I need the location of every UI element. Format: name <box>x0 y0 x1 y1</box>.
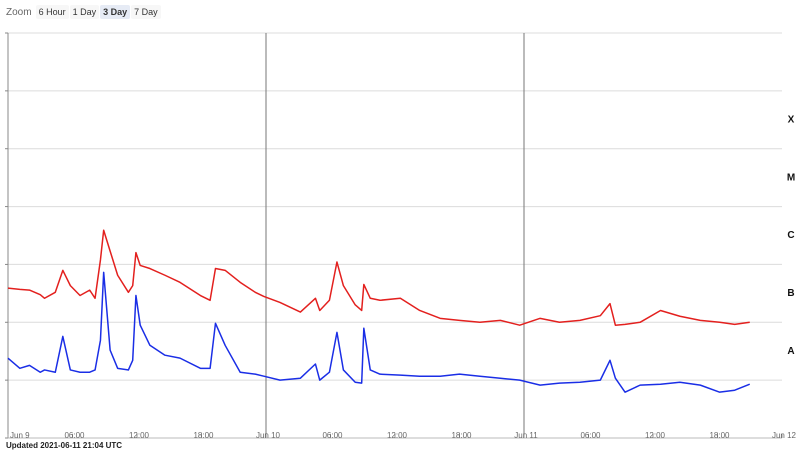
x-tick-label: Jun 9 <box>10 431 30 440</box>
x-tick-label: 18:00 <box>193 431 214 440</box>
x-tick-label: Jun 11 <box>514 431 538 440</box>
zoom-button[interactable]: 6 Hour <box>35 5 69 19</box>
x-tick-label: 18:00 <box>709 431 730 440</box>
class-label: X <box>788 114 795 125</box>
class-label: B <box>787 288 794 299</box>
x-tick-label: 12:00 <box>645 431 666 440</box>
x-tick-label: 12:00 <box>387 431 408 440</box>
flux-line <box>7 229 750 326</box>
x-tick-label: 12:00 <box>129 431 150 440</box>
updated-text: Updated 2021-06-11 21:04 UTC <box>6 441 122 450</box>
zoom-toolbar: Zoom 6 Hour 1 Day 3 Day 7 Day <box>6 4 162 20</box>
class-label: C <box>787 230 794 241</box>
zoom-label: Zoom <box>6 6 32 18</box>
class-label: M <box>787 172 795 183</box>
x-tick-label: Jun 12 <box>772 431 797 440</box>
zoom-button[interactable]: 7 Day <box>131 5 161 19</box>
zoom-button[interactable]: 3 Day <box>100 5 131 19</box>
x-tick-label: 06:00 <box>64 431 85 440</box>
flux-line <box>7 271 751 393</box>
x-tick-label: 18:00 <box>451 431 472 440</box>
x-tick-label: 06:00 <box>580 431 601 440</box>
x-tick-label: 06:00 <box>322 431 343 440</box>
x-tick-label: Jun 10 <box>256 431 281 440</box>
zoom-button[interactable]: 1 Day <box>69 5 100 19</box>
class-label: A <box>787 346 794 357</box>
